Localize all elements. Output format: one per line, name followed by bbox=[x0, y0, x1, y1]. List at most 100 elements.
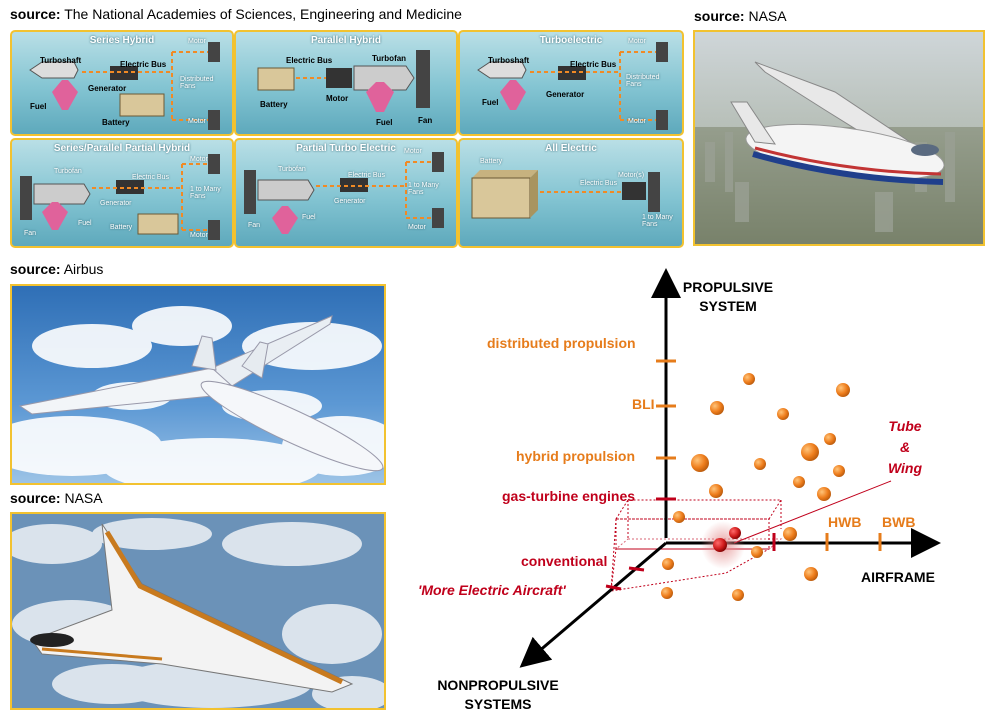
series-parallel-diagram bbox=[20, 154, 220, 240]
turboelectric-title: Turboelectric bbox=[539, 35, 603, 46]
pt-fans-label: 1 to Many Fans bbox=[408, 182, 439, 196]
ae-bus-label: Electric Bus bbox=[580, 180, 617, 187]
parallel-fuel-label: Fuel bbox=[376, 118, 393, 127]
series-fans-label: Distributed Fans bbox=[180, 76, 214, 90]
all-electric-diagram bbox=[471, 170, 660, 219]
y-tick-distributed-propulsion: distributed propulsion bbox=[487, 335, 636, 351]
design-point bbox=[661, 587, 673, 599]
x-tick-tube-wing: Tube & Wing bbox=[887, 418, 923, 476]
panel-series-hybrid: Series Hybrid Turboshaft Electric Bus Ge… bbox=[10, 30, 234, 136]
pt-generator-label: Generator bbox=[334, 198, 366, 205]
z-axis-title: NONPROPULSIVE SYSTEMS bbox=[437, 677, 559, 712]
design-point bbox=[710, 401, 724, 415]
series-hybrid-diagram bbox=[29, 42, 220, 130]
photo-nasa-electric-aircraft bbox=[693, 30, 985, 246]
panel-all-electric: All Electric Battery Electric Bus Motor(… bbox=[458, 138, 684, 248]
conventional-point bbox=[729, 527, 741, 539]
sp-turbofan-label: Turbofan bbox=[54, 168, 82, 175]
parallel-turbofan-label: Turbofan bbox=[372, 54, 407, 63]
x-axis-title: AIRFRAME bbox=[861, 569, 935, 585]
y-axis-title: PROPULSIVE SYSTEM bbox=[682, 279, 774, 314]
design-point bbox=[801, 443, 819, 461]
pt-turbofan-label: Turbofan bbox=[278, 166, 306, 173]
series-turboshaft-label: Turboshaft bbox=[40, 56, 82, 65]
pt-fan-label: Fan bbox=[248, 222, 261, 229]
design-point bbox=[732, 589, 744, 601]
design-point bbox=[777, 408, 789, 420]
x-tick-bwb: BWB bbox=[882, 514, 916, 530]
source-label-airbus: source: Airbus bbox=[10, 261, 104, 277]
y-tick-gas-turbine: gas-turbine engines bbox=[502, 488, 636, 504]
design-point bbox=[793, 476, 805, 488]
panel-series-parallel: Series/Parallel Partial Hybrid Turbofan … bbox=[10, 138, 234, 248]
design-point bbox=[824, 433, 836, 445]
design-point bbox=[743, 373, 755, 385]
parallel-motor-label: Motor bbox=[326, 94, 349, 103]
tube-wing-pointer bbox=[733, 480, 892, 544]
ae-battery-label: Battery bbox=[480, 158, 503, 165]
design-point bbox=[662, 558, 674, 570]
design-point bbox=[691, 454, 709, 472]
series-battery-label: Battery bbox=[102, 118, 130, 127]
series-motor-top-label: Motor bbox=[188, 38, 206, 45]
series-bus-label: Electric Bus bbox=[120, 60, 167, 69]
all-electric-title: All Electric bbox=[545, 143, 597, 154]
turbo-turboshaft-label: Turboshaft bbox=[488, 56, 530, 65]
turbo-fans-label: Distributed Fans bbox=[626, 74, 660, 88]
turbo-motor-bottom-label: Motor bbox=[628, 118, 646, 125]
design-space-chart bbox=[519, 268, 941, 668]
source-label-nasa-bottom: source: NASA bbox=[10, 490, 103, 506]
series-hybrid-title: Series Hybrid bbox=[89, 35, 155, 46]
y-tick-bli: BLI bbox=[632, 396, 655, 412]
design-point bbox=[751, 546, 763, 558]
design-point bbox=[833, 465, 845, 477]
source-label-academies: source: The National Academies of Scienc… bbox=[10, 6, 462, 22]
x-tick-hwb: HWB bbox=[828, 514, 862, 530]
z-tick-conventional: conventional bbox=[521, 553, 608, 569]
design-point bbox=[804, 567, 818, 581]
sp-battery-label: Battery bbox=[110, 224, 133, 231]
turbo-generator-label: Generator bbox=[546, 90, 585, 99]
pt-fuel-label: Fuel bbox=[302, 214, 316, 221]
z-tick-more-electric: 'More Electric Aircraft' bbox=[418, 582, 566, 598]
ae-fans-label: 1 to Many Fans bbox=[642, 214, 673, 228]
pt-motor-top-label: Motor bbox=[404, 148, 422, 155]
turbo-motor-top-label: Motor bbox=[628, 38, 646, 45]
pt-motor-bottom-label: Motor bbox=[408, 224, 426, 231]
parallel-hybrid-title: Parallel Hybrid bbox=[310, 35, 382, 46]
partial-turbo-diagram bbox=[244, 152, 444, 234]
red-dotted-box bbox=[610, 499, 783, 592]
airbus-aircraft bbox=[18, 315, 384, 472]
sp-fuel-label: Fuel bbox=[78, 220, 92, 227]
z-axis bbox=[519, 541, 667, 668]
series-generator-label: Generator bbox=[88, 84, 127, 93]
sp-fan-label: Fan bbox=[24, 230, 37, 237]
design-point bbox=[709, 484, 723, 498]
sp-bus-label: Electric Bus bbox=[132, 174, 169, 181]
panel-partial-turbo: Partial Turbo Electric Turbofan Electric… bbox=[234, 138, 458, 248]
design-point bbox=[817, 487, 831, 501]
parallel-hybrid-diagram bbox=[257, 50, 430, 112]
design-point bbox=[836, 383, 850, 397]
design-points bbox=[661, 373, 850, 601]
photo-nasa-bwb bbox=[10, 512, 386, 710]
y-ticks bbox=[656, 359, 676, 501]
ae-motors-label: Motor(s) bbox=[618, 172, 645, 179]
panel-parallel-hybrid: Parallel Hybrid Electric Bus Turbofan Ba… bbox=[234, 30, 458, 136]
sp-motor-top-label: Motor bbox=[190, 156, 208, 163]
parallel-battery-label: Battery bbox=[260, 100, 288, 109]
series-motor-bottom-label: Motor bbox=[188, 118, 206, 125]
conventional-point bbox=[713, 538, 727, 552]
y-tick-hybrid-propulsion: hybrid propulsion bbox=[516, 448, 635, 464]
design-point bbox=[754, 458, 766, 470]
sp-fans-label: 1 to Many Fans bbox=[190, 186, 221, 200]
parallel-fan-label: Fan bbox=[418, 116, 433, 125]
partial-turbo-title: Partial Turbo Electric bbox=[296, 143, 396, 154]
turboelectric-diagram bbox=[477, 42, 668, 130]
x-ticks bbox=[772, 533, 882, 551]
parallel-bus-label: Electric Bus bbox=[286, 56, 333, 65]
panel-turboelectric: Turboelectric Turboshaft Electric Bus Ge… bbox=[458, 30, 684, 136]
turbo-bus-label: Electric Bus bbox=[570, 60, 617, 69]
pt-bus-label: Electric Bus bbox=[348, 172, 385, 179]
sp-motor-bottom-label: Motor bbox=[190, 232, 208, 239]
